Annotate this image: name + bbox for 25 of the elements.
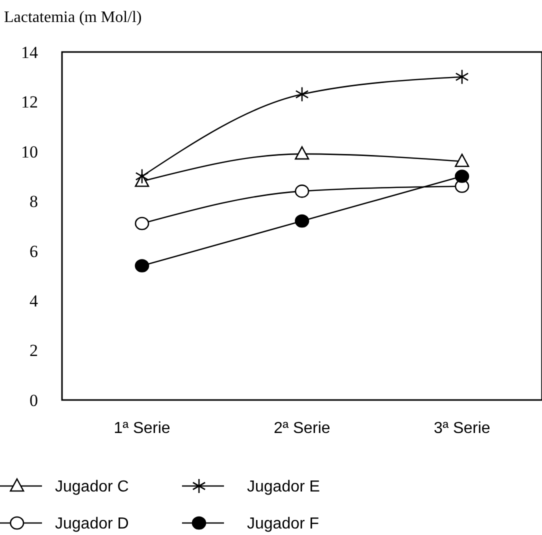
y-tick-label: 14 xyxy=(21,42,38,62)
point xyxy=(294,214,310,228)
y-tick-label: 4 xyxy=(30,292,38,311)
x-tick-label: 1ª Serie xyxy=(114,420,170,437)
x-tick-label: 2ª Serie xyxy=(274,420,330,437)
legend-label: Jugador C xyxy=(55,478,129,496)
point xyxy=(294,184,310,198)
point xyxy=(134,216,150,230)
legend-label: Jugador F xyxy=(247,516,320,533)
y-axis-title: Lactatemia (m Mol/l) xyxy=(4,9,142,26)
legend-label: Jugador E xyxy=(247,478,320,496)
point xyxy=(454,154,470,168)
point xyxy=(454,170,470,183)
y-tick-label: 10 xyxy=(21,142,38,162)
point xyxy=(295,86,309,102)
y-tick-label: 2 xyxy=(30,341,38,360)
point xyxy=(455,69,469,85)
legend-label: Jugador D xyxy=(55,516,129,533)
y-tick-label: 8 xyxy=(30,192,38,212)
x-tick-label: 3ª Serie xyxy=(434,420,490,437)
point xyxy=(294,146,310,160)
y-tick-label: 12 xyxy=(21,92,38,112)
y-tick-label: 0 xyxy=(30,390,38,410)
point xyxy=(134,259,150,272)
y-tick-label: 6 xyxy=(30,242,38,261)
